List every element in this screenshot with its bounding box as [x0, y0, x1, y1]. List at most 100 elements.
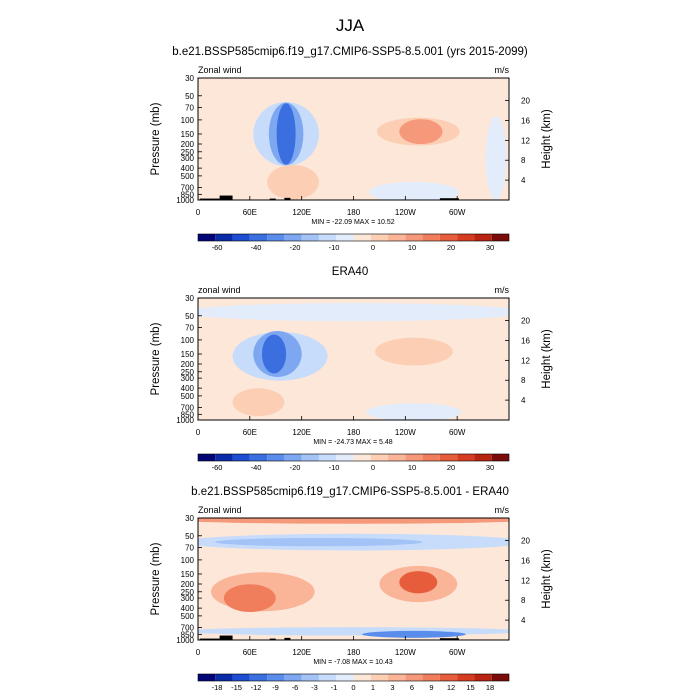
contour-region: [369, 181, 459, 200]
colorbar-swatch: [232, 234, 250, 241]
colorbar: -18 -15 -12 -9 -6 -3 -1 0 1 3 6 9 12 15 18: [197, 673, 510, 692]
colorbar-swatch: [457, 454, 475, 461]
colorbar-swatch: [353, 674, 371, 681]
colorbar-label: 0: [371, 463, 375, 472]
panel-title: b.e21.BSSP585cmip6.f19_g17.CMIP6-SSP5-8.…: [172, 46, 528, 58]
colorbar-label: -15: [231, 683, 242, 692]
colorbar-swatch: [267, 674, 285, 681]
colorbar-swatch: [405, 234, 423, 241]
colorbar-swatch: [388, 454, 406, 461]
x-tick-label: 60W: [449, 428, 466, 437]
colorbar-frame: [197, 673, 510, 682]
x-tick-label: 120W: [395, 208, 416, 217]
y-right-tick-label: 12: [521, 576, 530, 585]
contour-region: [232, 388, 285, 417]
colorbar-swatch: [301, 454, 319, 461]
y-tick-label: 400: [181, 164, 195, 173]
colorbar-swatch: [370, 234, 389, 241]
colorbar-swatch: [439, 234, 458, 241]
y-tick-label: 30: [185, 74, 194, 83]
colorbar-swatch: [474, 674, 492, 681]
y-right-tick-label: 8: [521, 376, 526, 385]
y-tick-label: 70: [185, 103, 194, 112]
contour-region: [362, 630, 466, 638]
colorbar-label: 6: [410, 683, 414, 692]
y-right-axis-title: Height (km): [541, 329, 553, 389]
topography-block: [199, 638, 220, 640]
y-tick-label: 150: [181, 350, 195, 359]
colorbar-swatch: [388, 674, 406, 681]
colorbar-swatch: [405, 454, 423, 461]
contour-region: [399, 571, 438, 594]
x-tick-label: 120E: [292, 648, 311, 657]
colorbar-label: 12: [447, 683, 455, 692]
colorbar-swatch: [198, 454, 216, 461]
panel-title: b.e21.BSSP585cmip6.f19_g17.CMIP6-SSP5-8.…: [191, 486, 509, 498]
units-label: m/s: [495, 285, 510, 295]
colorbar-swatch: [439, 674, 458, 681]
colorbar-swatch: [370, 454, 389, 461]
variable-label: Zonal wind: [198, 65, 242, 75]
contour-region: [485, 116, 507, 200]
x-tick-label: 180: [347, 648, 361, 657]
colorbar-label: 18: [486, 683, 494, 692]
colorbar-swatch: [336, 674, 354, 681]
contour-field: [198, 78, 509, 200]
y-tick-label: 850: [181, 630, 195, 639]
colorbar-swatch: [249, 234, 268, 241]
colorbar-swatch: [215, 234, 233, 241]
topography-block: [284, 197, 291, 200]
colorbar-swatch: [474, 454, 492, 461]
y-tick-label: 300: [181, 594, 195, 603]
y-right-tick-label: 12: [521, 356, 530, 365]
x-tick-label: 0: [196, 208, 201, 217]
figure-title: JJA: [336, 16, 365, 35]
colorbar-swatch: [405, 674, 423, 681]
colorbar-label: -12: [251, 683, 262, 692]
contour-region: [399, 119, 443, 145]
x-tick-label: 120W: [395, 648, 416, 657]
y-axis-title: Pressure (mb): [150, 102, 162, 175]
contour-region: [375, 337, 453, 366]
colorbar-label: -9: [272, 683, 279, 692]
y-tick-label: 250: [181, 588, 195, 597]
contour-region: [215, 537, 423, 547]
y-tick-label: 500: [181, 172, 195, 181]
colorbar-swatch: [457, 674, 475, 681]
contour-field: [198, 518, 509, 640]
y-tick-label: 1000: [176, 636, 194, 645]
y-tick-label: 100: [181, 556, 195, 565]
y-right-axis-title: Height (km): [541, 109, 553, 169]
colorbar-swatch: [370, 674, 389, 681]
topography-block: [219, 635, 233, 640]
y-tick-label: 70: [185, 323, 194, 332]
colorbar-swatch: [215, 674, 233, 681]
colorbar-label: -18: [212, 683, 223, 692]
colorbar-label: 30: [486, 463, 494, 472]
y-right-tick-label: 16: [521, 336, 530, 345]
y-tick-label: 50: [185, 312, 194, 321]
y-right-tick-label: 4: [521, 616, 526, 625]
y-right-tick-label: 16: [521, 116, 530, 125]
colorbar-label: -40: [251, 463, 262, 472]
colorbar-swatch: [249, 454, 268, 461]
colorbar-label: 20: [447, 243, 455, 252]
colorbar-swatch: [284, 234, 302, 241]
topography-block: [269, 638, 276, 640]
colorbar-swatch: [198, 234, 216, 241]
panel-title: ERA40: [332, 266, 368, 278]
units-label: m/s: [495, 505, 510, 515]
colorbar-swatch: [249, 674, 268, 681]
y-tick-label: 200: [181, 360, 195, 369]
contour-region: [198, 518, 509, 524]
y-tick-label: 1000: [176, 196, 194, 205]
contour-region: [366, 403, 462, 420]
topography-block: [219, 195, 233, 200]
y-tick-label: 250: [181, 148, 195, 157]
panel-3: b.e21.BSSP585cmip6.f19_g17.CMIP6-SSP5-8.…: [150, 486, 553, 692]
colorbar-swatch: [474, 234, 492, 241]
y-tick-label: 1000: [176, 416, 194, 425]
y-tick-label: 250: [181, 368, 195, 377]
